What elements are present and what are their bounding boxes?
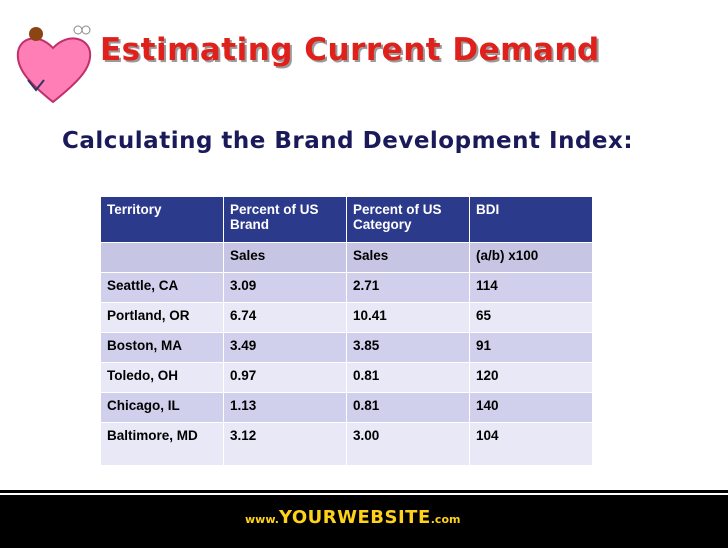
table-cell: 10.41 — [346, 302, 470, 333]
table-row: Sales Sales (a/b) x100 — [100, 242, 593, 273]
table-cell: Sales — [346, 242, 470, 273]
table-cell: Seattle, CA — [100, 272, 224, 303]
table-row: Baltimore, MD 3.12 3.00 104 — [100, 422, 593, 466]
website-suffix: .com — [430, 513, 461, 526]
table-cell: 3.12 — [223, 422, 347, 466]
table-cell: Percent of US Category — [346, 196, 470, 243]
website-prefix: www. — [245, 513, 279, 526]
table-cell: BDI — [469, 196, 593, 243]
table-cell: 65 — [469, 302, 593, 333]
table-cell: 1.13 — [223, 392, 347, 423]
website-name: YOURWEBSITE — [278, 507, 431, 528]
table-cell: Baltimore, MD — [100, 422, 224, 466]
heart-icon — [16, 25, 92, 104]
table-row: Chicago, IL 1.13 0.81 140 — [100, 392, 593, 423]
table-row: Portland, OR 6.74 10.41 65 — [100, 302, 593, 333]
table-cell: 0.81 — [346, 392, 470, 423]
table-cell: 140 — [469, 392, 593, 423]
table-cell: 3.00 — [346, 422, 470, 466]
table-cell: 6.74 — [223, 302, 347, 333]
table-cell: Territory — [100, 196, 224, 243]
table-cell: 3.49 — [223, 332, 347, 363]
table-row: Territory Percent of US Brand Percent of U… — [100, 196, 593, 243]
table-cell: Portland, OR — [100, 302, 224, 333]
table-cell — [100, 242, 224, 273]
table-cell: 114 — [469, 272, 593, 303]
table-row: Toledo, OH 0.97 0.81 120 — [100, 362, 593, 393]
table-cell: 104 — [469, 422, 593, 466]
bdi-table: Territory Percent of US Brand Percent of U… — [100, 196, 593, 466]
table-cell: 0.97 — [223, 362, 347, 393]
table-row: Seattle, CA 3.09 2.71 114 — [100, 272, 593, 303]
table-cell: Percent of US Brand — [223, 196, 347, 243]
table-cell: Boston, MA — [100, 332, 224, 363]
table-cell: Toledo, OH — [100, 362, 224, 393]
table-cell: 0.81 — [346, 362, 470, 393]
table-cell: 3.85 — [346, 332, 470, 363]
footer-bar: www.YOURWEBSITE.com — [0, 493, 728, 548]
table-cell: 2.71 — [346, 272, 470, 303]
table-cell: 91 — [469, 332, 593, 363]
table-cell: Sales — [223, 242, 347, 273]
title: Estimating Current Demand — [100, 32, 600, 68]
table-cell: (a/b) x100 — [469, 242, 593, 273]
table-cell: 120 — [469, 362, 593, 393]
table-row: Boston, MA 3.49 3.85 91 — [100, 332, 593, 363]
subtitle: Calculating the Brand Development Index: — [62, 128, 634, 154]
table-cell: 3.09 — [223, 272, 347, 303]
website: www.YOURWEBSITE.com — [245, 507, 460, 528]
table-cell: Chicago, IL — [100, 392, 224, 423]
